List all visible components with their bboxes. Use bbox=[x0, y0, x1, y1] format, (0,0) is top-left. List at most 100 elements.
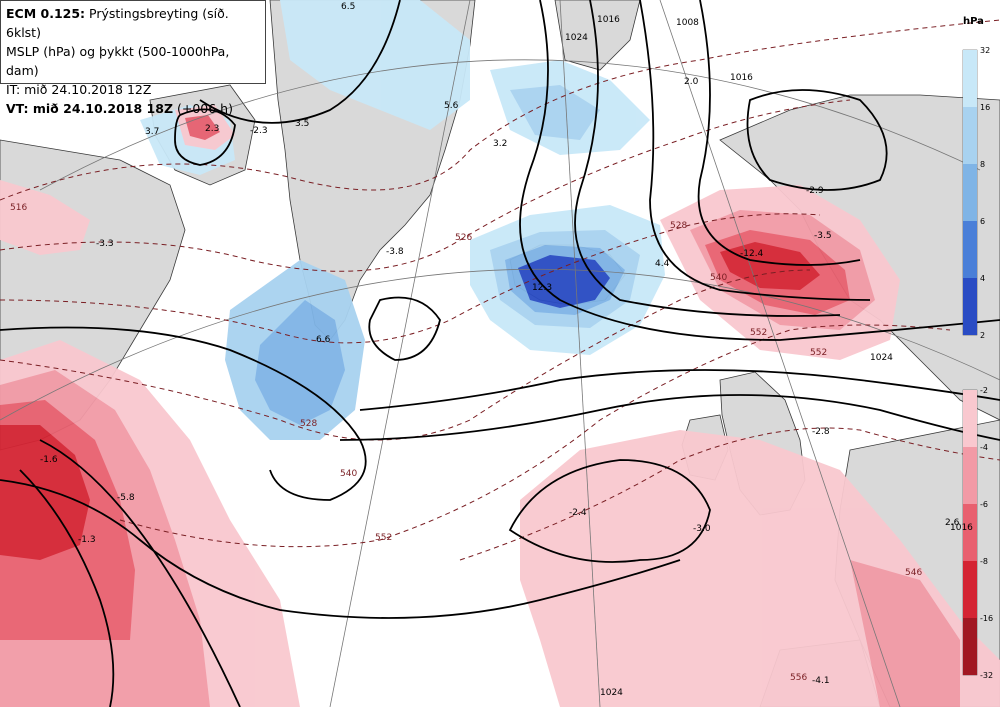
pressure-change-label: -12.4 bbox=[740, 249, 764, 259]
pressure-change-label: 3.2 bbox=[493, 139, 507, 149]
graticule-circle-1 bbox=[39, 59, 981, 191]
colorbar-rise-swatches bbox=[963, 50, 977, 335]
thickness-label: 528 bbox=[670, 221, 687, 231]
model-name: ECM 0.125: bbox=[6, 6, 86, 21]
isobar-label: 1016 bbox=[730, 73, 753, 83]
fall-swatches-swatch-3 bbox=[963, 561, 977, 618]
pressure-change-label: -3.0 bbox=[693, 524, 711, 534]
thickness-label: 552 bbox=[810, 348, 827, 358]
isobar-3 bbox=[39, 439, 241, 707]
graticule-line-2 bbox=[559, 0, 601, 707]
fall-area-greenland-east bbox=[0, 180, 90, 255]
colorbar-label: 6 bbox=[980, 217, 985, 226]
pressure-change-label: -2.4 bbox=[569, 508, 587, 518]
thickness-label: 528 bbox=[300, 419, 317, 429]
colorbar-label: 8 bbox=[980, 160, 985, 169]
thickness-label: 526 bbox=[455, 233, 472, 243]
colorbar-label: -8 bbox=[980, 557, 988, 566]
isobar-14 bbox=[368, 296, 441, 361]
fall-swatches-swatch-4 bbox=[963, 618, 977, 675]
thickness-label: 546 bbox=[905, 568, 922, 578]
isobar-2 bbox=[0, 479, 681, 619]
isobar-15 bbox=[199, 0, 401, 124]
pressure-change-label: 2.0 bbox=[684, 77, 699, 87]
isobar-7 bbox=[508, 459, 711, 563]
isobar-label: 1024 bbox=[600, 688, 623, 698]
thickness-label: 552 bbox=[750, 328, 767, 338]
colorbar-label: 2 bbox=[980, 331, 985, 340]
thickness-line-552 bbox=[119, 324, 951, 548]
isobar-12 bbox=[746, 89, 888, 191]
pressure-change-label: -2.9 bbox=[806, 186, 824, 196]
pressure-change-label: -3.8 bbox=[386, 247, 404, 257]
fall-swatches-swatch-1 bbox=[963, 447, 977, 504]
isobar-label: 1016 bbox=[950, 523, 973, 533]
fall-area-arctic-2 bbox=[185, 115, 220, 140]
pressure-change-label: -3.5 bbox=[814, 231, 832, 241]
isobar-8 bbox=[519, 0, 1000, 341]
rise-swatches-swatch-3 bbox=[963, 221, 977, 278]
pressure-change-label: -1.3 bbox=[78, 535, 96, 545]
pressure-change-label: -2.8 bbox=[812, 427, 830, 437]
pressure-change-label: 3.5 bbox=[295, 119, 309, 129]
thickness-line-552b bbox=[459, 427, 1000, 561]
svalbard-land bbox=[554, 0, 641, 71]
colorbar-label: 4 bbox=[980, 274, 985, 283]
colorbar-label: 16 bbox=[980, 103, 990, 112]
pressure-change-label: -5.8 bbox=[117, 493, 135, 503]
colorbar-fall-labels: -2 -4 -6 -8 -16 -32 bbox=[980, 386, 993, 680]
pressure-change-label: -3.3 bbox=[96, 239, 114, 249]
thickness-label: 552 bbox=[375, 533, 392, 543]
colorbar-label: -6 bbox=[980, 500, 988, 509]
isobar-label: 1024 bbox=[870, 353, 893, 363]
pressure-rise-layer bbox=[140, 0, 665, 440]
colorbar-label: -16 bbox=[980, 614, 993, 623]
isobar-label: 1024 bbox=[565, 33, 588, 43]
isobar-9 bbox=[574, 0, 841, 317]
valid-time: VT: mið 24.10.2018 18Z bbox=[6, 101, 174, 116]
thickness-line-540 bbox=[0, 269, 811, 441]
colorbar-label: 32 bbox=[980, 46, 990, 55]
colorbar-label: -4 bbox=[980, 443, 988, 452]
fall-swatches-swatch-0 bbox=[963, 390, 977, 447]
fall-area-west-4 bbox=[0, 425, 90, 560]
thickness-line-528 bbox=[0, 213, 821, 344]
rise-swatches-swatch-0 bbox=[963, 50, 977, 107]
thickness-label: 540 bbox=[710, 273, 727, 283]
thickness-label: 516 bbox=[10, 203, 27, 213]
thickness-label: 540 bbox=[340, 469, 357, 479]
pressure-change-label: 2.3 bbox=[205, 124, 219, 134]
header-line-3: IT: mið 24.10.2018 12Z bbox=[6, 82, 152, 97]
legend-unit: hPa bbox=[963, 16, 984, 27]
thickness-line-526 bbox=[0, 99, 851, 272]
colorbar-fall-swatches bbox=[963, 390, 977, 675]
isobar-10 bbox=[639, 0, 871, 301]
pressure-change-label: -2.3 bbox=[250, 126, 268, 136]
isobar-labels: 1024 1016 1008 1024 1016 1024 1016 bbox=[565, 15, 973, 698]
pressure-change-label: -1.6 bbox=[40, 455, 58, 465]
rise-swatches-swatch-2 bbox=[963, 164, 977, 221]
pressure-fall-layer bbox=[0, 105, 1000, 707]
rise-area-arctic-2 bbox=[510, 85, 600, 140]
graticule-line-3 bbox=[659, 0, 901, 707]
isobar-13 bbox=[174, 108, 236, 166]
pressure-change-labels: 6.5 5.6 3.5 3.7 -2.3 -3.3 -3.8 3.2 6.6 12.3 -12.4 -… bbox=[40, 2, 960, 686]
pressure-change-label: 3.7 bbox=[145, 127, 159, 137]
isobar-label: 1016 bbox=[597, 15, 620, 25]
pressure-change-label: 12.3 bbox=[532, 283, 552, 293]
rise-swatches-swatch-1 bbox=[963, 107, 977, 164]
graticule-line-1 bbox=[329, 0, 471, 707]
pressure-change-label: 5.6 bbox=[444, 101, 459, 111]
pressure-change-label: 6.5 bbox=[341, 2, 355, 12]
header-line-1: ECM 0.125: Prýstingsbreyting (síð. 6klst… bbox=[6, 4, 260, 42]
isobar-4 bbox=[19, 469, 115, 707]
thickness-labels: 516 526 528 528 540 552 540 552 552 546 556 bbox=[10, 203, 922, 683]
fall-area-atlantic-2 bbox=[850, 560, 960, 707]
colorbar-rise-labels: 32 16 8 6 4 2 bbox=[980, 46, 990, 340]
colorbar-label: -2 bbox=[980, 386, 988, 395]
isobar-1 bbox=[0, 326, 367, 501]
